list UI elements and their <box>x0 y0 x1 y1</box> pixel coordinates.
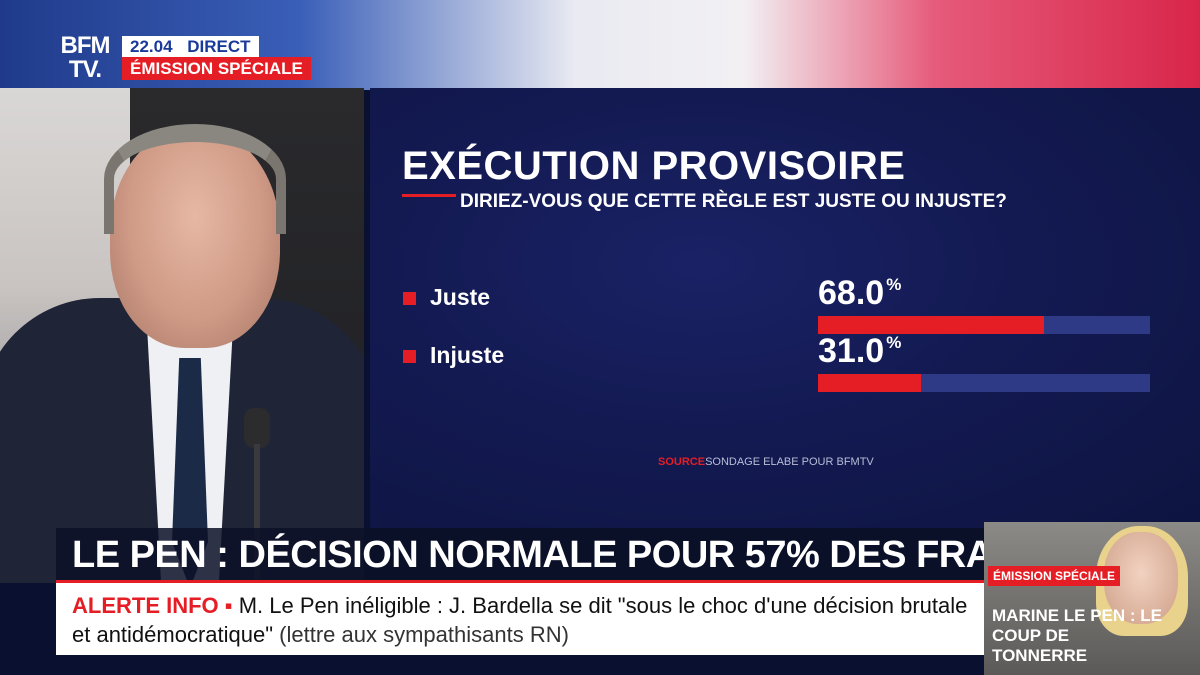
legend-square-juste <box>403 292 416 305</box>
chart-subtitle: DIRIEZ-VOUS QUE CETTE RÈGLE EST JUSTE OU… <box>460 191 1007 212</box>
category-label-juste: Juste <box>430 284 491 310</box>
promo-box: ÉMISSION SPÉCIALE MARINE LE PEN : LE COU… <box>984 522 1200 675</box>
value-unit-juste: % <box>886 275 902 294</box>
bar-track-injuste <box>818 374 1150 392</box>
value-unit-injuste: % <box>886 333 902 352</box>
guest-hair <box>104 124 286 234</box>
live-time-box: 22.04 DIRECT <box>122 36 259 57</box>
source-key: SOURCE <box>658 456 706 468</box>
studio-camera-view <box>0 88 364 583</box>
poll-graphic: EXÉCUTION PROVISOIRE DIRIEZ-VOUS QUE CET… <box>370 88 1200 528</box>
logo-line-1: BFM <box>60 32 111 59</box>
microphone-stand <box>254 444 260 583</box>
value-number-juste: 68.0 <box>818 274 885 312</box>
headline-banner: LE PEN : DÉCISION NORMALE POUR 57% DES F… <box>56 528 984 582</box>
ticker-note: (lettre aux sympathisants RN) <box>279 622 569 647</box>
headline-rule <box>56 580 984 583</box>
bfmtv-logo: BFM TV. <box>54 34 116 84</box>
bar-juste <box>818 316 1044 334</box>
alert-label: ALERTE INFO ▪ <box>72 593 233 618</box>
promo-tag: ÉMISSION SPÉCIALE <box>988 566 1121 586</box>
clock-time: 22.04 <box>130 37 173 56</box>
ticker-text: M. Le Pen inéligible : J. Bardella se di… <box>72 593 968 647</box>
chart-title: EXÉCUTION PROVISOIRE <box>402 144 906 188</box>
news-ticker: ALERTE INFO ▪ M. Le Pen inéligible : J. … <box>56 583 984 655</box>
promo-title: MARINE LE PEN : LE COUP DE TONNERRE <box>992 606 1163 665</box>
category-label-injuste: Injuste <box>430 342 505 368</box>
bar-track-juste <box>818 316 1150 334</box>
logo-line-2: TV. <box>68 56 102 83</box>
value-number-injuste: 31.0 <box>818 332 885 370</box>
source-note: SOURCESONDAGE ELABE POUR BFMTV <box>658 456 874 468</box>
live-label: DIRECT <box>187 37 251 56</box>
bar-injuste <box>818 374 921 392</box>
microphone-icon <box>244 408 270 448</box>
source-text: SONDAGE ELABE POUR BFMTV <box>705 456 874 468</box>
value-label-injuste: 31.0% <box>818 332 901 371</box>
program-label: ÉMISSION SPÉCIALE <box>122 57 311 80</box>
title-rule <box>402 194 456 197</box>
alert-label-text: ALERTE INFO <box>72 593 219 618</box>
legend-square-injuste <box>403 350 416 363</box>
value-label-juste: 68.0% <box>818 274 901 313</box>
